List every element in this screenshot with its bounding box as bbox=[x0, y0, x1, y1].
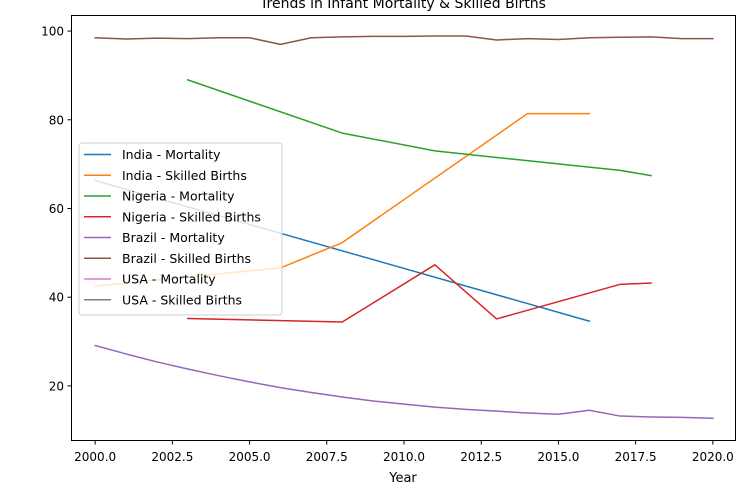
x-axis-label: Year bbox=[388, 471, 417, 486]
legend-label-6: USA - Mortality bbox=[122, 272, 216, 287]
y-tick-label: 40 bbox=[49, 291, 64, 305]
y-tick-label: 20 bbox=[49, 379, 64, 393]
x-tick-label: 2020.0 bbox=[692, 450, 734, 464]
y-tick-label: 100 bbox=[41, 25, 64, 39]
legend-label-2: Nigeria - Mortality bbox=[122, 189, 235, 204]
x-tick-label: 2017.5 bbox=[615, 450, 657, 464]
y-tick-label: 60 bbox=[49, 202, 64, 216]
x-tick-label: 2007.5 bbox=[306, 450, 348, 464]
legend-label-7: USA - Skilled Births bbox=[122, 292, 242, 307]
series-line-4 bbox=[94, 344, 714, 420]
series-line-2 bbox=[186, 78, 652, 177]
legend-label-0: India - Mortality bbox=[122, 147, 221, 162]
x-tick-label: 2012.5 bbox=[460, 450, 502, 464]
legend-label-1: India - Skilled Births bbox=[122, 168, 247, 183]
legend-label-3: Nigeria - Skilled Births bbox=[122, 209, 261, 224]
y-axis: 20 40 60 80 100 bbox=[41, 25, 72, 393]
x-axis: 2000.0 2002.5 2005.0 2007.5 2010.0 2012.5 2015… bbox=[74, 440, 734, 464]
x-tick-label: 2002.5 bbox=[151, 450, 193, 464]
legend-box bbox=[78, 142, 283, 316]
legend-label-5: Brazil - Skilled Births bbox=[122, 251, 251, 266]
y-tick-label: 80 bbox=[49, 113, 64, 127]
chart-title: Trends in Infant Mortality & Skilled Bir… bbox=[259, 0, 546, 12]
series-line-3 bbox=[187, 264, 652, 323]
legend-label-4: Brazil - Mortality bbox=[122, 230, 225, 245]
series-line-5 bbox=[94, 35, 714, 46]
x-tick-label: 2015.0 bbox=[537, 450, 579, 464]
legend: India - Mortality India - Skilled Births N… bbox=[78, 142, 283, 316]
x-tick-label: 2005.0 bbox=[229, 450, 271, 464]
x-tick-label: 2010.0 bbox=[383, 450, 425, 464]
x-tick-label: 2000.0 bbox=[74, 450, 116, 464]
